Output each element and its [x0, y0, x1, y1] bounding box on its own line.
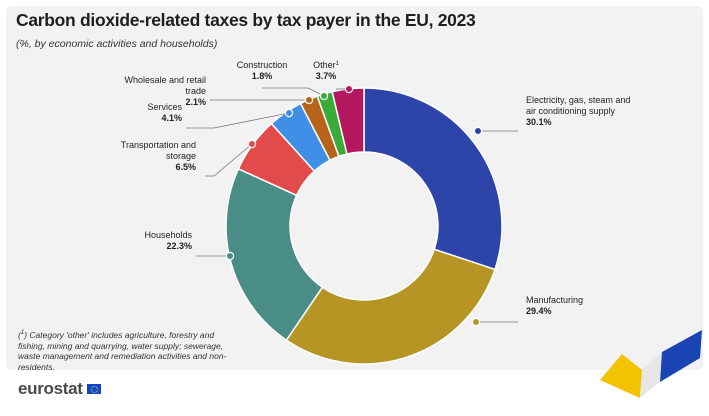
slice-households — [225, 167, 324, 342]
footnote: (1) Category 'other' includes agricultur… — [18, 330, 227, 372]
leader-dot — [304, 95, 314, 105]
slice-label-other: Other1 3.7% — [313, 60, 340, 81]
leader-line — [186, 112, 290, 129]
slice-label-manufacturing: Manufacturing 29.4% — [526, 295, 583, 316]
leader-dot — [344, 84, 354, 94]
footnote-marker: 1 — [20, 330, 25, 337]
leader-line — [205, 143, 253, 177]
slice-label-transportation-and-storage: Transportation and storage 6.5% — [121, 140, 196, 172]
footnote-text: Category 'other' includes agriculture, f… — [18, 330, 227, 372]
slice-label-electricity-gas-steam-and-air-conditioning-supply: Electricity, gas, steam and air condition… — [526, 95, 630, 127]
leader-dot — [225, 251, 235, 261]
callouts: Electricity, gas, steam and air condition… — [121, 60, 630, 327]
slice-manufacturing — [285, 248, 496, 365]
leader-dot — [247, 139, 257, 149]
leader-line — [262, 87, 325, 97]
slice-label-wholesale-and-retail-trade: Wholesale and retail trade 2.1% — [124, 75, 206, 107]
chart-subtitle: (%, by economic activities and household… — [16, 38, 218, 50]
eu-flag-icon — [86, 384, 101, 394]
leader-dot — [471, 317, 481, 327]
leader-dot — [473, 126, 483, 136]
slice-label-construction: Construction 1.8% — [237, 60, 288, 81]
eurostat-logo: eurostat — [18, 379, 101, 399]
slice-other — [331, 87, 365, 155]
leader-dot — [319, 91, 329, 101]
decorative-ribbon-icon — [600, 330, 702, 398]
chart-title: Carbon dioxide-related taxes by tax paye… — [16, 10, 476, 30]
slice-label-services: Services 4.1% — [147, 102, 182, 123]
slice-electricity-gas-steam-and-air-conditioning-supply — [363, 87, 503, 271]
donut-slices — [225, 87, 503, 365]
slice-label-households: Households 22.3% — [144, 230, 192, 251]
logo-wordmark: eurostat — [18, 379, 83, 398]
leader-dot — [284, 108, 294, 118]
